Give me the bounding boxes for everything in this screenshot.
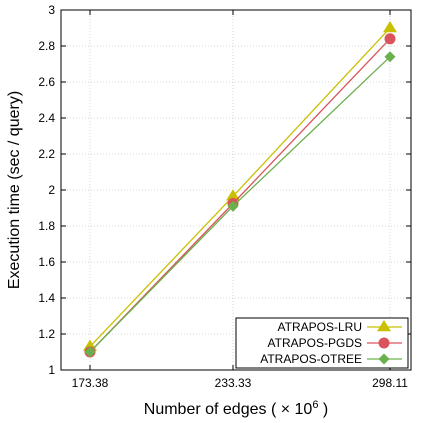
y-tick-label: 1.4 bbox=[38, 291, 55, 305]
x-tick-label: 233.33 bbox=[215, 376, 252, 390]
legend-marker bbox=[378, 353, 390, 365]
series-layer bbox=[83, 21, 397, 358]
y-axis-title: Execution time (sec / query) bbox=[6, 91, 23, 289]
x-axis-title-main: Number of edges ( × 10 bbox=[144, 401, 313, 418]
legend-marker bbox=[377, 320, 391, 332]
y-tick-label: 1.8 bbox=[38, 219, 55, 233]
series-atrapos-pgds bbox=[84, 33, 396, 358]
grid-lines bbox=[61, 10, 411, 370]
legend: ATRAPOS-LRU ATRAPOS-PGDS ATRAPOS-OTREE bbox=[235, 317, 409, 369]
legend-label: ATRAPOS-PGDS bbox=[268, 336, 362, 350]
legend-marker bbox=[378, 337, 390, 349]
legend-item: ATRAPOS-PGDS bbox=[268, 336, 402, 350]
legend-item: ATRAPOS-LRU bbox=[278, 320, 402, 334]
tick-labels: 1 1.2 1.4 1.6 1.8 2 2.2 2.4 2.6 2.8 3 173.38 233.33 2… bbox=[38, 3, 408, 390]
y-tick-label: 2.8 bbox=[38, 39, 55, 53]
legend-label: ATRAPOS-LRU bbox=[278, 320, 362, 334]
series-atrapos-otree bbox=[84, 51, 396, 358]
data-point bbox=[226, 189, 240, 201]
series-line bbox=[89, 56, 391, 353]
x-axis-title-exponent: 6 bbox=[312, 399, 318, 411]
data-point bbox=[384, 33, 396, 45]
y-tick-label: 3 bbox=[48, 3, 55, 17]
y-tick-label: 2 bbox=[48, 183, 55, 197]
data-point bbox=[227, 200, 239, 212]
y-tick-label: 1 bbox=[48, 363, 55, 377]
x-tick-label: 173.38 bbox=[72, 376, 109, 390]
y-tick-label: 2.6 bbox=[38, 75, 55, 89]
data-point bbox=[383, 21, 397, 33]
legend-label: ATRAPOS-OTREE bbox=[260, 352, 362, 366]
series-atrapos-lru bbox=[83, 21, 397, 351]
data-point bbox=[384, 51, 396, 63]
data-point bbox=[84, 346, 96, 358]
x-axis-title-suffix: ) bbox=[318, 401, 328, 418]
series-line bbox=[89, 27, 391, 348]
y-tick-label: 2.2 bbox=[38, 147, 55, 161]
y-tick-label: 1.2 bbox=[38, 327, 55, 341]
y-tick-label: 2.4 bbox=[38, 111, 55, 125]
x-axis-title: Number of edges ( × 106 ) bbox=[144, 399, 328, 418]
y-tick-label: 1.6 bbox=[38, 255, 55, 269]
legend-item: ATRAPOS-OTREE bbox=[260, 352, 402, 366]
x-tick-label: 298.11 bbox=[372, 376, 408, 390]
series-line bbox=[89, 38, 391, 353]
